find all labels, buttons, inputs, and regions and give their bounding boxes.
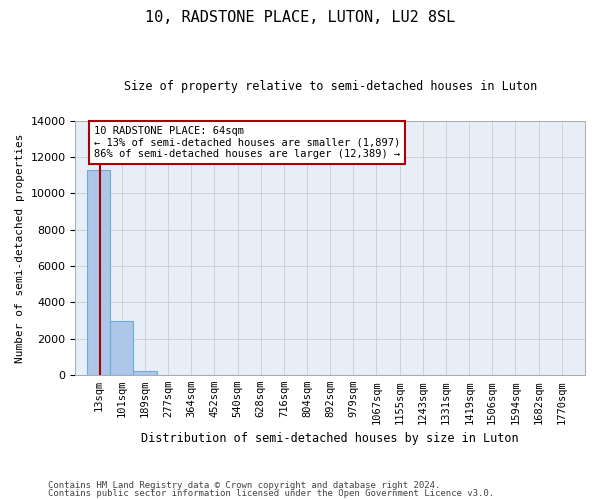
Text: Contains HM Land Registry data © Crown copyright and database right 2024.: Contains HM Land Registry data © Crown c… [48,481,440,490]
Bar [87,170,110,375]
Text: Contains public sector information licensed under the Open Government Licence v3: Contains public sector information licen… [48,488,494,498]
Bar [110,320,133,375]
Title: Size of property relative to semi-detached houses in Luton: Size of property relative to semi-detach… [124,80,537,93]
Text: 10 RADSTONE PLACE: 64sqm
← 13% of semi-detached houses are smaller (1,897)
86% o: 10 RADSTONE PLACE: 64sqm ← 13% of semi-d… [94,126,400,159]
Bar [133,372,157,375]
X-axis label: Distribution of semi-detached houses by size in Luton: Distribution of semi-detached houses by … [142,432,519,445]
Text: 10, RADSTONE PLACE, LUTON, LU2 8SL: 10, RADSTONE PLACE, LUTON, LU2 8SL [145,10,455,25]
Y-axis label: Number of semi-detached properties: Number of semi-detached properties [15,133,25,362]
